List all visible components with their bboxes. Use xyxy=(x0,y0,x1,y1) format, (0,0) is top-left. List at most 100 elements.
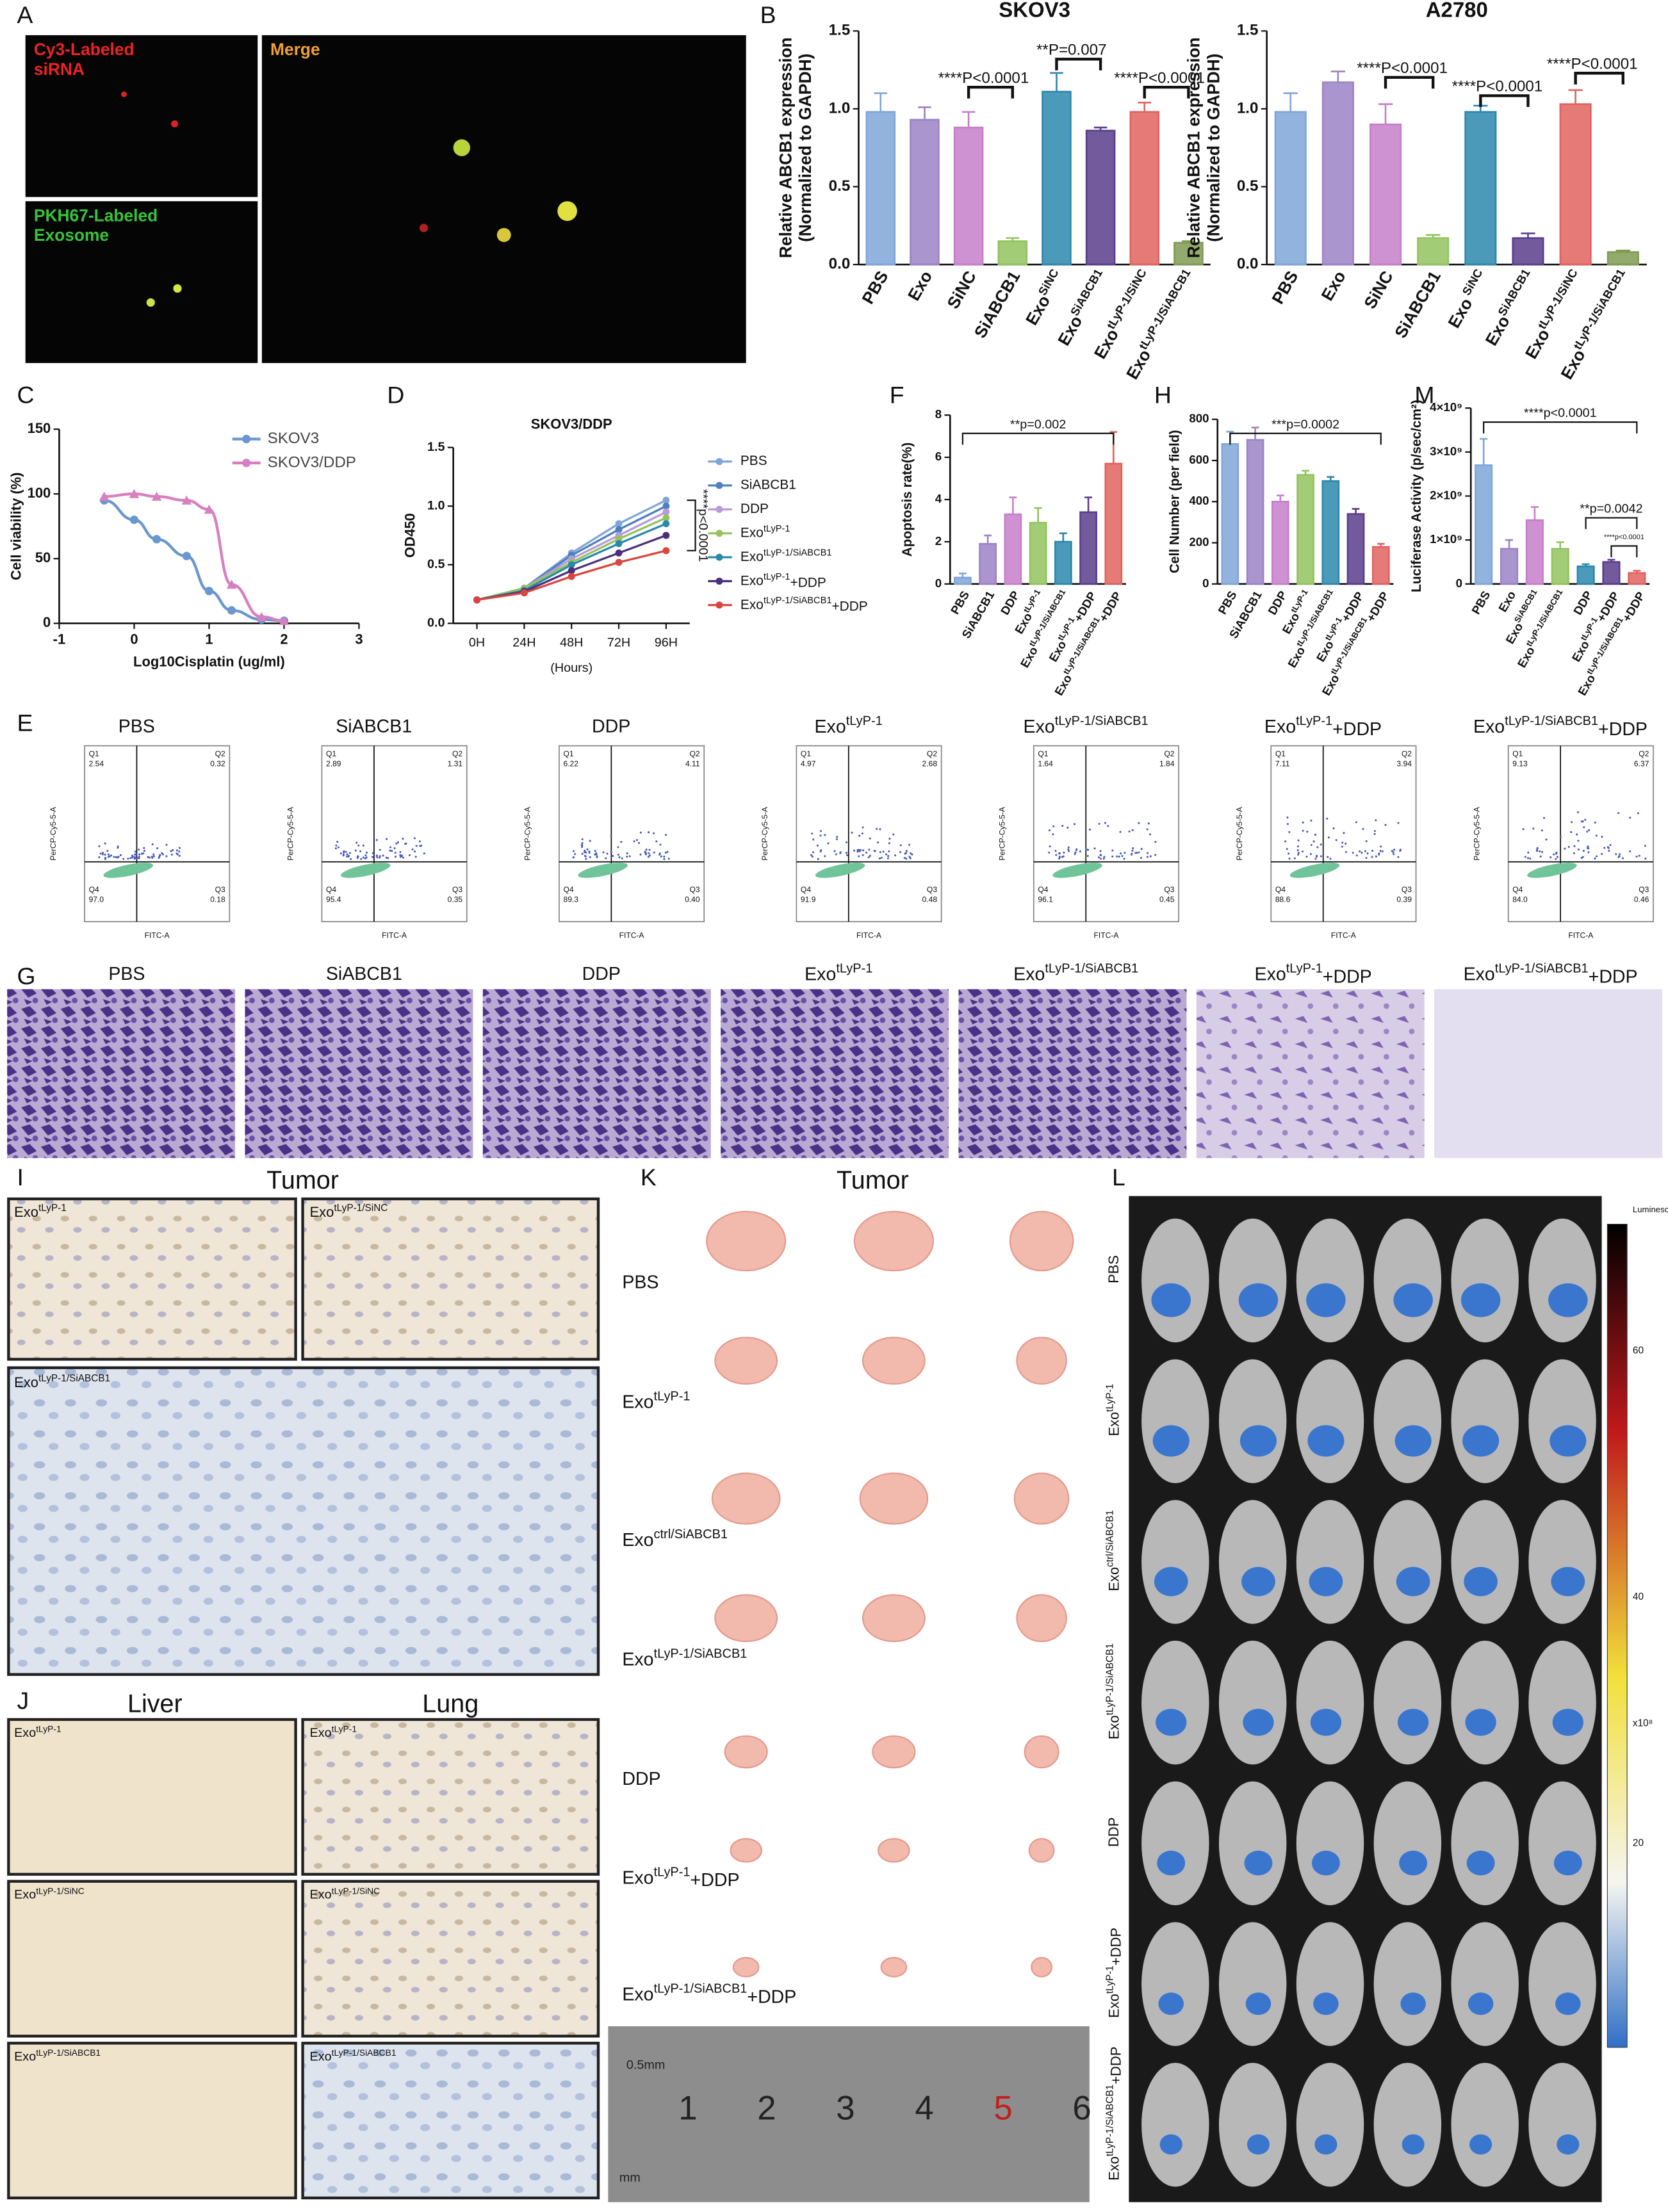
tumor xyxy=(859,1472,929,1525)
y-tick-label: 1.0 xyxy=(427,498,445,512)
event-dot xyxy=(1293,857,1296,859)
group-label: Exoctrl/SiABCB1 xyxy=(1104,1510,1122,1591)
quadrant-value: 6.37 xyxy=(1634,759,1649,768)
panel-letter: L xyxy=(1112,1164,1125,1191)
signal-region xyxy=(1553,1850,1582,1876)
quadrant-name: Q4 xyxy=(326,885,336,894)
migration-title: ExotLyP-1+DDP xyxy=(1255,962,1372,987)
event-dot xyxy=(1371,856,1373,858)
liver-image xyxy=(7,1880,297,2038)
signal-region xyxy=(1397,1709,1429,1736)
event-dot xyxy=(347,854,350,857)
x-tick-label: 24H xyxy=(512,635,536,649)
x-axis-label: FITC-A xyxy=(1331,931,1357,939)
data-point xyxy=(568,567,575,574)
data-point xyxy=(662,502,670,510)
flow-title: ExotLyP-1/SiABCB1 xyxy=(1024,714,1149,736)
quadrant-value: 4.97 xyxy=(801,759,816,768)
event-dot xyxy=(663,858,666,860)
flow-title: DDP xyxy=(592,716,630,736)
tumor xyxy=(1024,1735,1059,1769)
signal xyxy=(557,201,578,221)
chart-title: A2780 xyxy=(1426,0,1488,21)
event-dot xyxy=(899,844,902,847)
y-axis-label: PerCP-Cy5-5-A xyxy=(1473,806,1482,861)
event-dot xyxy=(610,850,612,853)
colorbar-unit: x10⁸ xyxy=(1633,1718,1653,1729)
bar xyxy=(1246,439,1264,585)
data-point xyxy=(662,532,670,539)
event-dot xyxy=(345,850,347,853)
quadrant-value: 0.40 xyxy=(685,895,700,904)
event-dot xyxy=(133,856,136,858)
event-dot xyxy=(856,850,859,853)
event-dot xyxy=(176,849,178,852)
mouse xyxy=(1218,1922,1287,2046)
data-point xyxy=(129,516,139,525)
event-dot xyxy=(395,842,398,845)
micrograph xyxy=(261,35,746,363)
signal xyxy=(496,227,511,242)
event-dot xyxy=(1131,852,1133,855)
significance-label: ****p<0.0001 xyxy=(1604,533,1644,541)
event-dot xyxy=(399,850,402,853)
event-dot xyxy=(178,854,181,857)
data-point xyxy=(662,514,670,522)
tumor xyxy=(1016,1594,1067,1643)
mouse xyxy=(1528,2063,1596,2187)
quadrant-value: 0.48 xyxy=(922,895,938,904)
tumor xyxy=(878,1838,910,1863)
event-dot xyxy=(1124,852,1126,854)
signal-region xyxy=(1159,2134,1182,2155)
quadrant-value: 2.89 xyxy=(326,759,341,768)
significance-label: ****P<0.0001 xyxy=(1114,69,1205,86)
legend-marker xyxy=(715,601,723,609)
event-dot xyxy=(1146,856,1149,858)
data-point xyxy=(204,587,214,596)
data-point xyxy=(662,508,670,516)
event-dot xyxy=(1375,855,1377,858)
event-dot xyxy=(402,838,404,840)
x-tick-label: PBS xyxy=(948,589,972,617)
event-dot xyxy=(585,851,587,854)
event-dot xyxy=(158,856,160,859)
mouse xyxy=(1296,1640,1364,1765)
event-dot xyxy=(648,852,650,854)
x-tick-label: 2 xyxy=(280,631,288,647)
event-dot xyxy=(617,854,619,856)
quadrant-value: 96.1 xyxy=(1038,895,1053,904)
event-dot xyxy=(602,851,605,854)
event-dot xyxy=(1536,847,1539,849)
signal-region xyxy=(1393,1283,1433,1317)
mouse xyxy=(1373,1922,1442,2046)
panel-title: Liver xyxy=(127,1689,183,1718)
signal-region xyxy=(1465,1709,1496,1736)
quadrant-name: Q1 xyxy=(1038,749,1048,758)
event-dot xyxy=(862,849,865,852)
y-axis-label: PerCP-Cy5-5-A xyxy=(998,806,1007,861)
signal-region xyxy=(1396,1566,1430,1597)
signal-region xyxy=(1400,1992,1426,2015)
event-dot xyxy=(1583,826,1585,829)
event-dot xyxy=(1138,822,1140,824)
panel-letter: I xyxy=(17,1164,24,1191)
tumor xyxy=(862,1337,926,1385)
flow-title: ExotLyP-1+DDP xyxy=(1264,714,1382,739)
ruler-label: 4 xyxy=(915,2090,933,2127)
event-dot xyxy=(1576,833,1578,836)
panel-letter: K xyxy=(641,1164,657,1191)
mouse xyxy=(1218,1359,1287,1483)
event-dot xyxy=(639,853,642,856)
signal-region xyxy=(1310,1709,1342,1736)
quadrant-value: 95.4 xyxy=(326,895,341,904)
data-point xyxy=(568,573,575,580)
legend-marker xyxy=(715,530,723,537)
event-dot xyxy=(356,842,358,844)
data-point xyxy=(99,491,110,501)
event-dot xyxy=(1103,856,1106,858)
migration-image xyxy=(1196,989,1425,1159)
event-dot xyxy=(391,850,393,852)
event-dot xyxy=(811,833,814,835)
y-tick-label: 800 xyxy=(1189,412,1209,425)
bar xyxy=(1576,565,1595,585)
